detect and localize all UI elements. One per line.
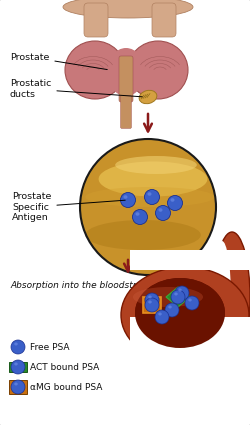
- Circle shape: [145, 293, 159, 307]
- Circle shape: [168, 196, 182, 210]
- FancyBboxPatch shape: [143, 297, 161, 313]
- Text: Free PSA: Free PSA: [30, 343, 70, 351]
- Ellipse shape: [148, 192, 152, 196]
- Text: ACT bound PSA: ACT bound PSA: [30, 363, 99, 371]
- Ellipse shape: [124, 195, 128, 199]
- Circle shape: [185, 296, 199, 310]
- Circle shape: [11, 380, 25, 394]
- FancyBboxPatch shape: [120, 96, 132, 128]
- Ellipse shape: [133, 287, 203, 307]
- Circle shape: [132, 210, 148, 224]
- Ellipse shape: [148, 295, 152, 298]
- Ellipse shape: [128, 41, 188, 99]
- Circle shape: [11, 340, 25, 354]
- Ellipse shape: [14, 343, 18, 346]
- Ellipse shape: [115, 156, 197, 174]
- FancyBboxPatch shape: [130, 317, 250, 365]
- Circle shape: [171, 290, 185, 304]
- Text: Prostate: Prostate: [10, 53, 107, 70]
- Ellipse shape: [14, 382, 18, 385]
- Ellipse shape: [178, 289, 182, 292]
- Ellipse shape: [158, 208, 162, 212]
- FancyBboxPatch shape: [9, 380, 27, 394]
- Polygon shape: [166, 287, 190, 307]
- FancyBboxPatch shape: [130, 250, 250, 270]
- Ellipse shape: [139, 90, 157, 104]
- FancyBboxPatch shape: [9, 362, 27, 372]
- Circle shape: [120, 193, 136, 207]
- Ellipse shape: [135, 278, 225, 348]
- Text: αMG bound PSA: αMG bound PSA: [30, 382, 102, 391]
- Ellipse shape: [174, 292, 178, 295]
- Ellipse shape: [107, 48, 145, 96]
- Text: Prostatic
ducts: Prostatic ducts: [10, 79, 142, 99]
- Circle shape: [80, 139, 216, 275]
- Ellipse shape: [168, 306, 172, 309]
- Circle shape: [155, 310, 169, 324]
- Ellipse shape: [148, 300, 152, 303]
- Ellipse shape: [14, 363, 18, 366]
- Ellipse shape: [213, 241, 231, 353]
- Circle shape: [175, 286, 189, 300]
- Ellipse shape: [214, 232, 250, 362]
- Ellipse shape: [86, 187, 214, 207]
- Circle shape: [165, 303, 179, 317]
- Ellipse shape: [121, 267, 249, 363]
- Ellipse shape: [65, 41, 125, 99]
- Ellipse shape: [98, 162, 208, 196]
- Ellipse shape: [133, 287, 203, 307]
- FancyBboxPatch shape: [152, 3, 176, 37]
- Text: Absorption into the bloodstream: Absorption into the bloodstream: [10, 281, 156, 290]
- Circle shape: [11, 360, 25, 374]
- FancyBboxPatch shape: [84, 3, 108, 37]
- Ellipse shape: [63, 0, 193, 18]
- Ellipse shape: [85, 220, 201, 250]
- Ellipse shape: [135, 278, 225, 348]
- Ellipse shape: [188, 298, 192, 301]
- FancyBboxPatch shape: [119, 56, 133, 102]
- Ellipse shape: [158, 312, 162, 315]
- Text: Prostate
Specific
Antigen: Prostate Specific Antigen: [12, 192, 125, 222]
- Ellipse shape: [136, 212, 140, 216]
- Circle shape: [156, 206, 170, 221]
- Ellipse shape: [170, 198, 174, 202]
- Circle shape: [144, 190, 160, 204]
- Circle shape: [145, 298, 159, 312]
